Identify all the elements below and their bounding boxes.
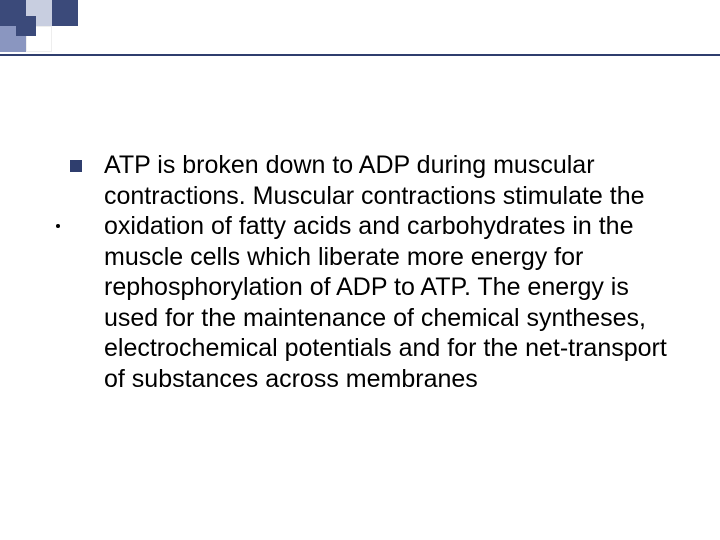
- bullet-icon: [70, 160, 82, 172]
- bullet-item: ATP is broken down to ADP during muscula…: [70, 150, 680, 394]
- corner-decoration: [0, 0, 200, 60]
- stray-dot: [56, 224, 60, 228]
- deco-square: [16, 16, 36, 36]
- body-text: ATP is broken down to ADP during muscula…: [104, 150, 680, 394]
- deco-square: [52, 0, 78, 26]
- header-rule: [0, 54, 720, 56]
- slide-content: ATP is broken down to ADP during muscula…: [70, 150, 680, 394]
